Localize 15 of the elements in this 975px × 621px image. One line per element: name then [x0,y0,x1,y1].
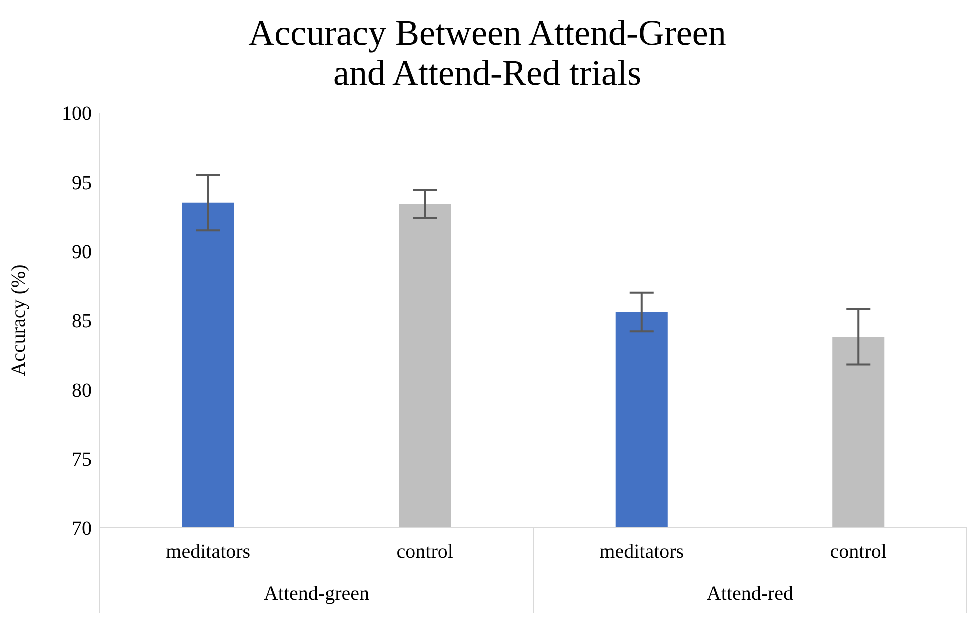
y-axis-title: Accuracy (%) [8,264,30,376]
x-tick-label: meditators [600,541,684,563]
y-tick-label: 90 [72,241,92,264]
y-tick-label: 95 [72,172,92,194]
x-tick-label: control [830,541,888,563]
text: Attend-red [706,583,794,605]
y-tick-label: 85 [72,310,92,333]
x-tick-label: meditators [166,541,251,563]
y-tick-label: 70 [72,518,92,540]
x-tick-label: control [396,541,454,563]
y-tick-label: 75 [72,448,92,471]
y-tick-label: 80 [72,380,92,402]
chart-title: Accuracy Between Attend-Green and Attend-Red trials [248,12,728,95]
y-tick-label: 100 [62,103,92,126]
text: Attend-green [264,583,370,605]
